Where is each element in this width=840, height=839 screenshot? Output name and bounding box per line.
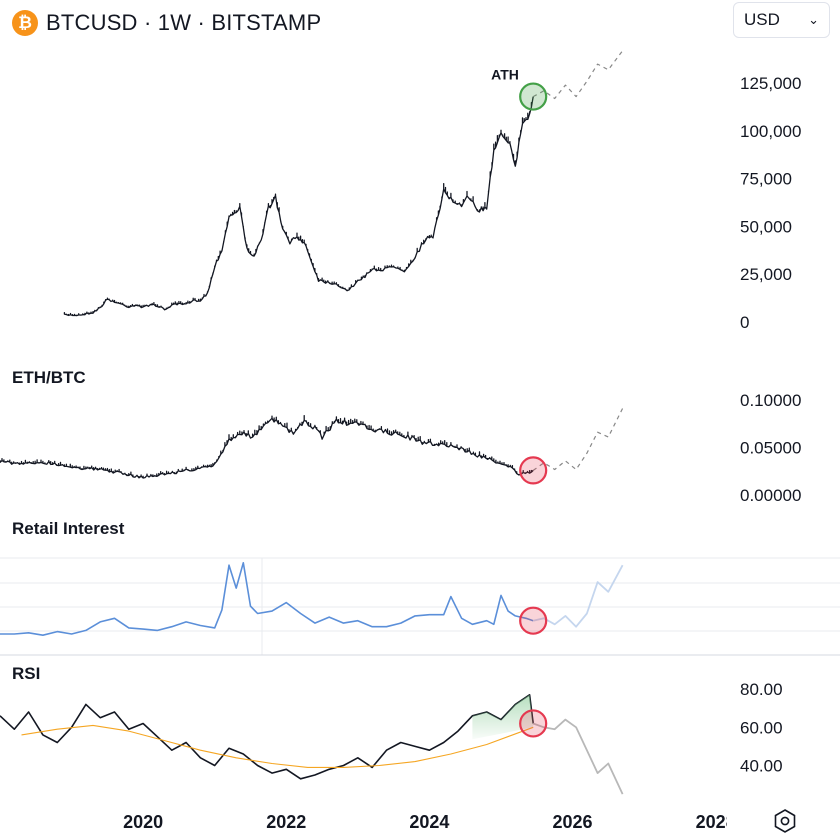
price-dashed-projection — [532, 50, 624, 100]
rsi-y-tick-label: 40.00 — [740, 756, 783, 775]
settings-hexagon-icon[interactable] — [772, 808, 798, 834]
ath-annotation-label: ATH — [491, 67, 519, 83]
x-axis-edge-mask — [727, 808, 767, 836]
rsi-overbought-fill — [472, 694, 534, 740]
eth_btc-y-tick-label: 0.10000 — [740, 391, 801, 410]
chevron-down-icon: ⌄ — [808, 12, 819, 27]
eth_btc-series-line — [0, 414, 534, 479]
axis-layer: 125,000 100,000 75,000 50,000 25,000 0 0.10000… — [123, 74, 801, 836]
retail_interest-line-0 — [0, 562, 534, 636]
rsi-highlight-marker[interactable] — [519, 709, 548, 738]
price-y-tick-label: 0 — [740, 313, 749, 332]
grid-layer — [0, 557, 840, 656]
price-series-line — [63, 96, 534, 317]
rsi-faded-projection — [532, 718, 624, 795]
x-axis-year-label: 2022 — [266, 812, 306, 832]
rsi-y-tick-label: 60.00 — [740, 718, 783, 737]
retail_interest-faded-projection — [533, 564, 624, 628]
bitcoin-logo-icon: ₿ — [12, 10, 38, 36]
price-y-tick-label: 50,000 — [740, 217, 792, 236]
price-highlight-marker[interactable] — [519, 82, 548, 111]
retail_interest-highlight-marker[interactable] — [519, 606, 548, 635]
x-axis-year-label: 2020 — [123, 812, 163, 832]
rsi-pane-label: RSI — [12, 664, 41, 683]
x-axis-year-label: 2026 — [553, 812, 593, 832]
rsi-line-1 — [21, 724, 534, 768]
eth_btc-highlight-marker[interactable] — [519, 456, 548, 485]
retail-interest-pane-label: Retail Interest — [12, 519, 125, 538]
price-y-tick-label: 100,000 — [740, 122, 801, 141]
price-y-tick-label: 25,000 — [740, 265, 792, 284]
price-y-tick-label: 125,000 — [740, 74, 801, 93]
marker-layer: ATH — [491, 67, 548, 738]
rsi-line-0 — [0, 694, 534, 780]
eth_btc-dashed-projection — [532, 408, 624, 471]
eth_btc-y-tick-label: 0.00000 — [740, 486, 801, 505]
x-axis-year-label: 2024 — [409, 812, 449, 832]
price-y-tick-label: 75,000 — [740, 170, 792, 189]
currency-select-value: USD — [744, 10, 780, 29]
series-layer — [0, 50, 624, 795]
chart-header: ₿ BTCUSD · 1W · BITSTAMP — [12, 10, 321, 36]
rsi-y-tick-label: 80.00 — [740, 680, 783, 699]
currency-select[interactable]: USD ⌄ — [733, 2, 830, 38]
eth-btc-pane-label: ETH/BTC — [12, 368, 86, 387]
eth_btc-y-tick-label: 0.05000 — [740, 439, 801, 458]
symbol-title[interactable]: BTCUSD · 1W · BITSTAMP — [46, 10, 322, 35]
x-axis-year-label: 2028 — [696, 812, 736, 832]
